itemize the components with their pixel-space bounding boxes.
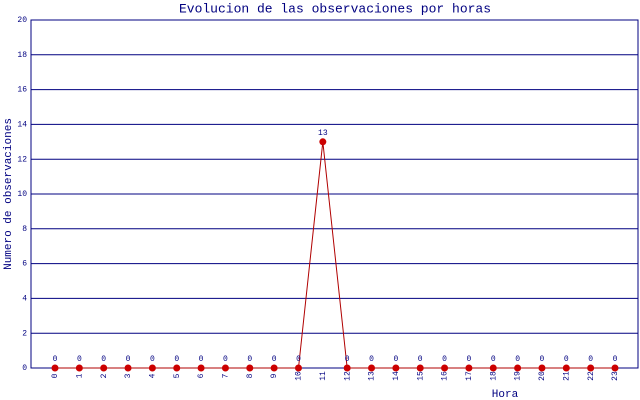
data-label: 0: [540, 355, 545, 364]
data-label: 13: [318, 129, 328, 138]
x-tick-label: 13: [368, 371, 377, 381]
x-tick-label: 10: [295, 371, 304, 381]
data-label: 0: [101, 355, 106, 364]
data-label: 0: [272, 355, 277, 364]
data-label: 0: [150, 355, 155, 364]
data-label: 0: [126, 355, 131, 364]
point: [100, 364, 108, 372]
point: [124, 364, 132, 372]
data-label: 0: [442, 355, 447, 364]
data-label: 0: [223, 355, 228, 364]
x-axis-label: Hora: [492, 389, 519, 400]
y-tick-label: 14: [17, 121, 27, 130]
x-tick-label: 21: [562, 371, 571, 381]
x-tick-label: 22: [587, 371, 596, 381]
x-tick-label: 5: [173, 373, 182, 378]
data-label: 0: [296, 355, 301, 364]
point: [465, 364, 473, 372]
data-label: 0: [174, 355, 179, 364]
point: [514, 364, 522, 372]
x-tick-label: 8: [246, 373, 255, 378]
data-label: 0: [467, 355, 472, 364]
x-tick-label: 20: [538, 371, 547, 381]
point: [538, 364, 546, 372]
data-label: 0: [491, 355, 496, 364]
data-label: 0: [393, 355, 398, 364]
x-tick-label: 7: [222, 373, 231, 378]
x-tick-label: 12: [343, 371, 352, 381]
x-tick-label: 19: [514, 371, 523, 381]
data-label: 0: [77, 355, 82, 364]
point: [197, 364, 205, 372]
x-tick-label: 23: [611, 371, 620, 381]
chart-title: Evolucion de las observaciones por horas: [179, 1, 491, 16]
point: [441, 364, 449, 372]
x-tick-label: 17: [465, 371, 474, 381]
point: [343, 364, 351, 372]
x-tick-label: 6: [197, 373, 206, 378]
y-tick-label: 0: [22, 364, 27, 373]
point: [221, 364, 229, 372]
y-tick-label: 8: [22, 225, 27, 234]
data-label: 0: [564, 355, 569, 364]
x-tick-label: 15: [416, 371, 425, 381]
data-label: 0: [247, 355, 252, 364]
point: [319, 138, 327, 146]
point: [489, 364, 497, 372]
point: [75, 364, 83, 372]
x-tick-label: 16: [441, 371, 450, 381]
data-label: 0: [53, 355, 58, 364]
y-tick-label: 20: [17, 16, 27, 25]
point: [392, 364, 400, 372]
y-tick-label: 10: [17, 190, 27, 199]
data-label: 0: [613, 355, 618, 364]
point: [294, 364, 302, 372]
point: [368, 364, 376, 372]
y-tick-label: 4: [22, 295, 27, 304]
x-tick-label: 4: [149, 373, 158, 378]
data-label: 0: [588, 355, 593, 364]
data-label: 0: [199, 355, 204, 364]
data-label: 0: [418, 355, 423, 364]
x-tick-label: 9: [270, 373, 279, 378]
point: [611, 364, 619, 372]
x-tick-label: 18: [489, 371, 498, 381]
x-tick-label: 14: [392, 371, 401, 381]
x-tick-label: 0: [51, 373, 60, 378]
series-line: [55, 141, 615, 369]
x-tick-label: 11: [319, 371, 328, 381]
y-axis-label: Numero de observaciones: [3, 118, 15, 270]
point: [270, 364, 278, 372]
point: [148, 364, 156, 372]
data-label: 0: [369, 355, 374, 364]
point: [416, 364, 424, 372]
point: [246, 364, 254, 372]
y-tick-label: 6: [22, 260, 27, 269]
x-tick-label: 1: [75, 373, 84, 378]
point: [173, 364, 181, 372]
y-tick-label: 18: [17, 51, 27, 60]
y-tick-label: 16: [17, 86, 27, 95]
x-tick-label: 3: [124, 373, 133, 378]
x-tick-label: 2: [100, 373, 109, 378]
y-tick-label: 2: [22, 329, 27, 338]
y-tick-label: 12: [17, 155, 27, 164]
point: [51, 364, 59, 372]
point: [562, 364, 570, 372]
data-label: 0: [515, 355, 520, 364]
data-label: 0: [345, 355, 350, 364]
point: [587, 364, 595, 372]
